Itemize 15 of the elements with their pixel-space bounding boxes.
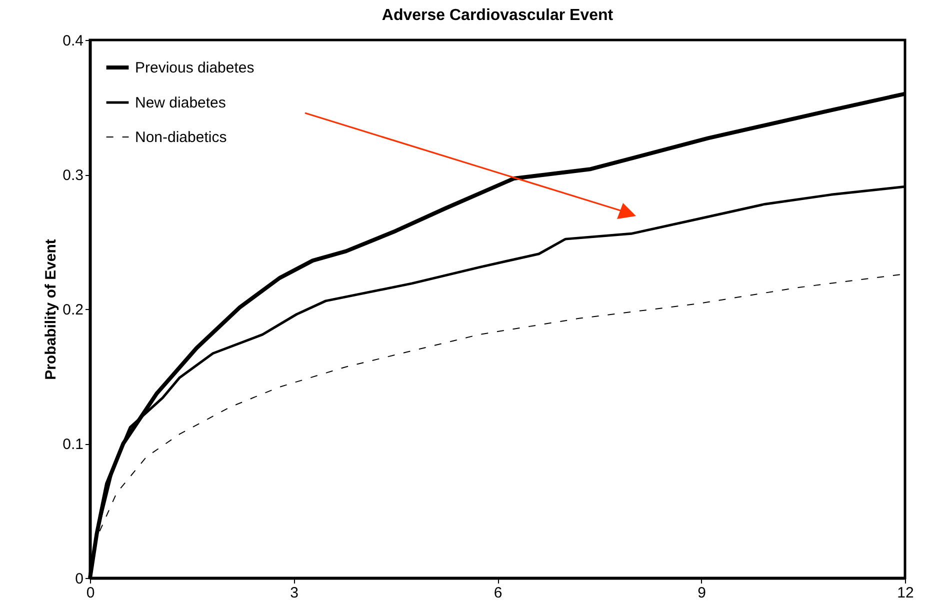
x-tick-label: 6 xyxy=(494,584,502,602)
y-axis-title: Probability of Event xyxy=(42,239,60,380)
y-tick-label: 0.1 xyxy=(62,436,84,453)
y-tick-label: 0.3 xyxy=(62,167,84,184)
y-tick-label: 0.2 xyxy=(62,302,84,318)
y-tick-label: 0.4 xyxy=(62,32,84,50)
x-tick-label: 3 xyxy=(290,584,298,602)
x-tick-label: 9 xyxy=(698,584,706,602)
legend-label: Previous diabetes xyxy=(135,60,254,76)
legend-label: New diabetes xyxy=(135,94,226,112)
x-tick-label: 0 xyxy=(86,584,95,602)
chart-title: Adverse Cardiovascular Event xyxy=(382,7,614,24)
x-tick-label: 12 xyxy=(897,584,914,602)
y-tick-label: 0 xyxy=(75,570,84,588)
legend-label: Non-diabetics xyxy=(135,129,227,146)
